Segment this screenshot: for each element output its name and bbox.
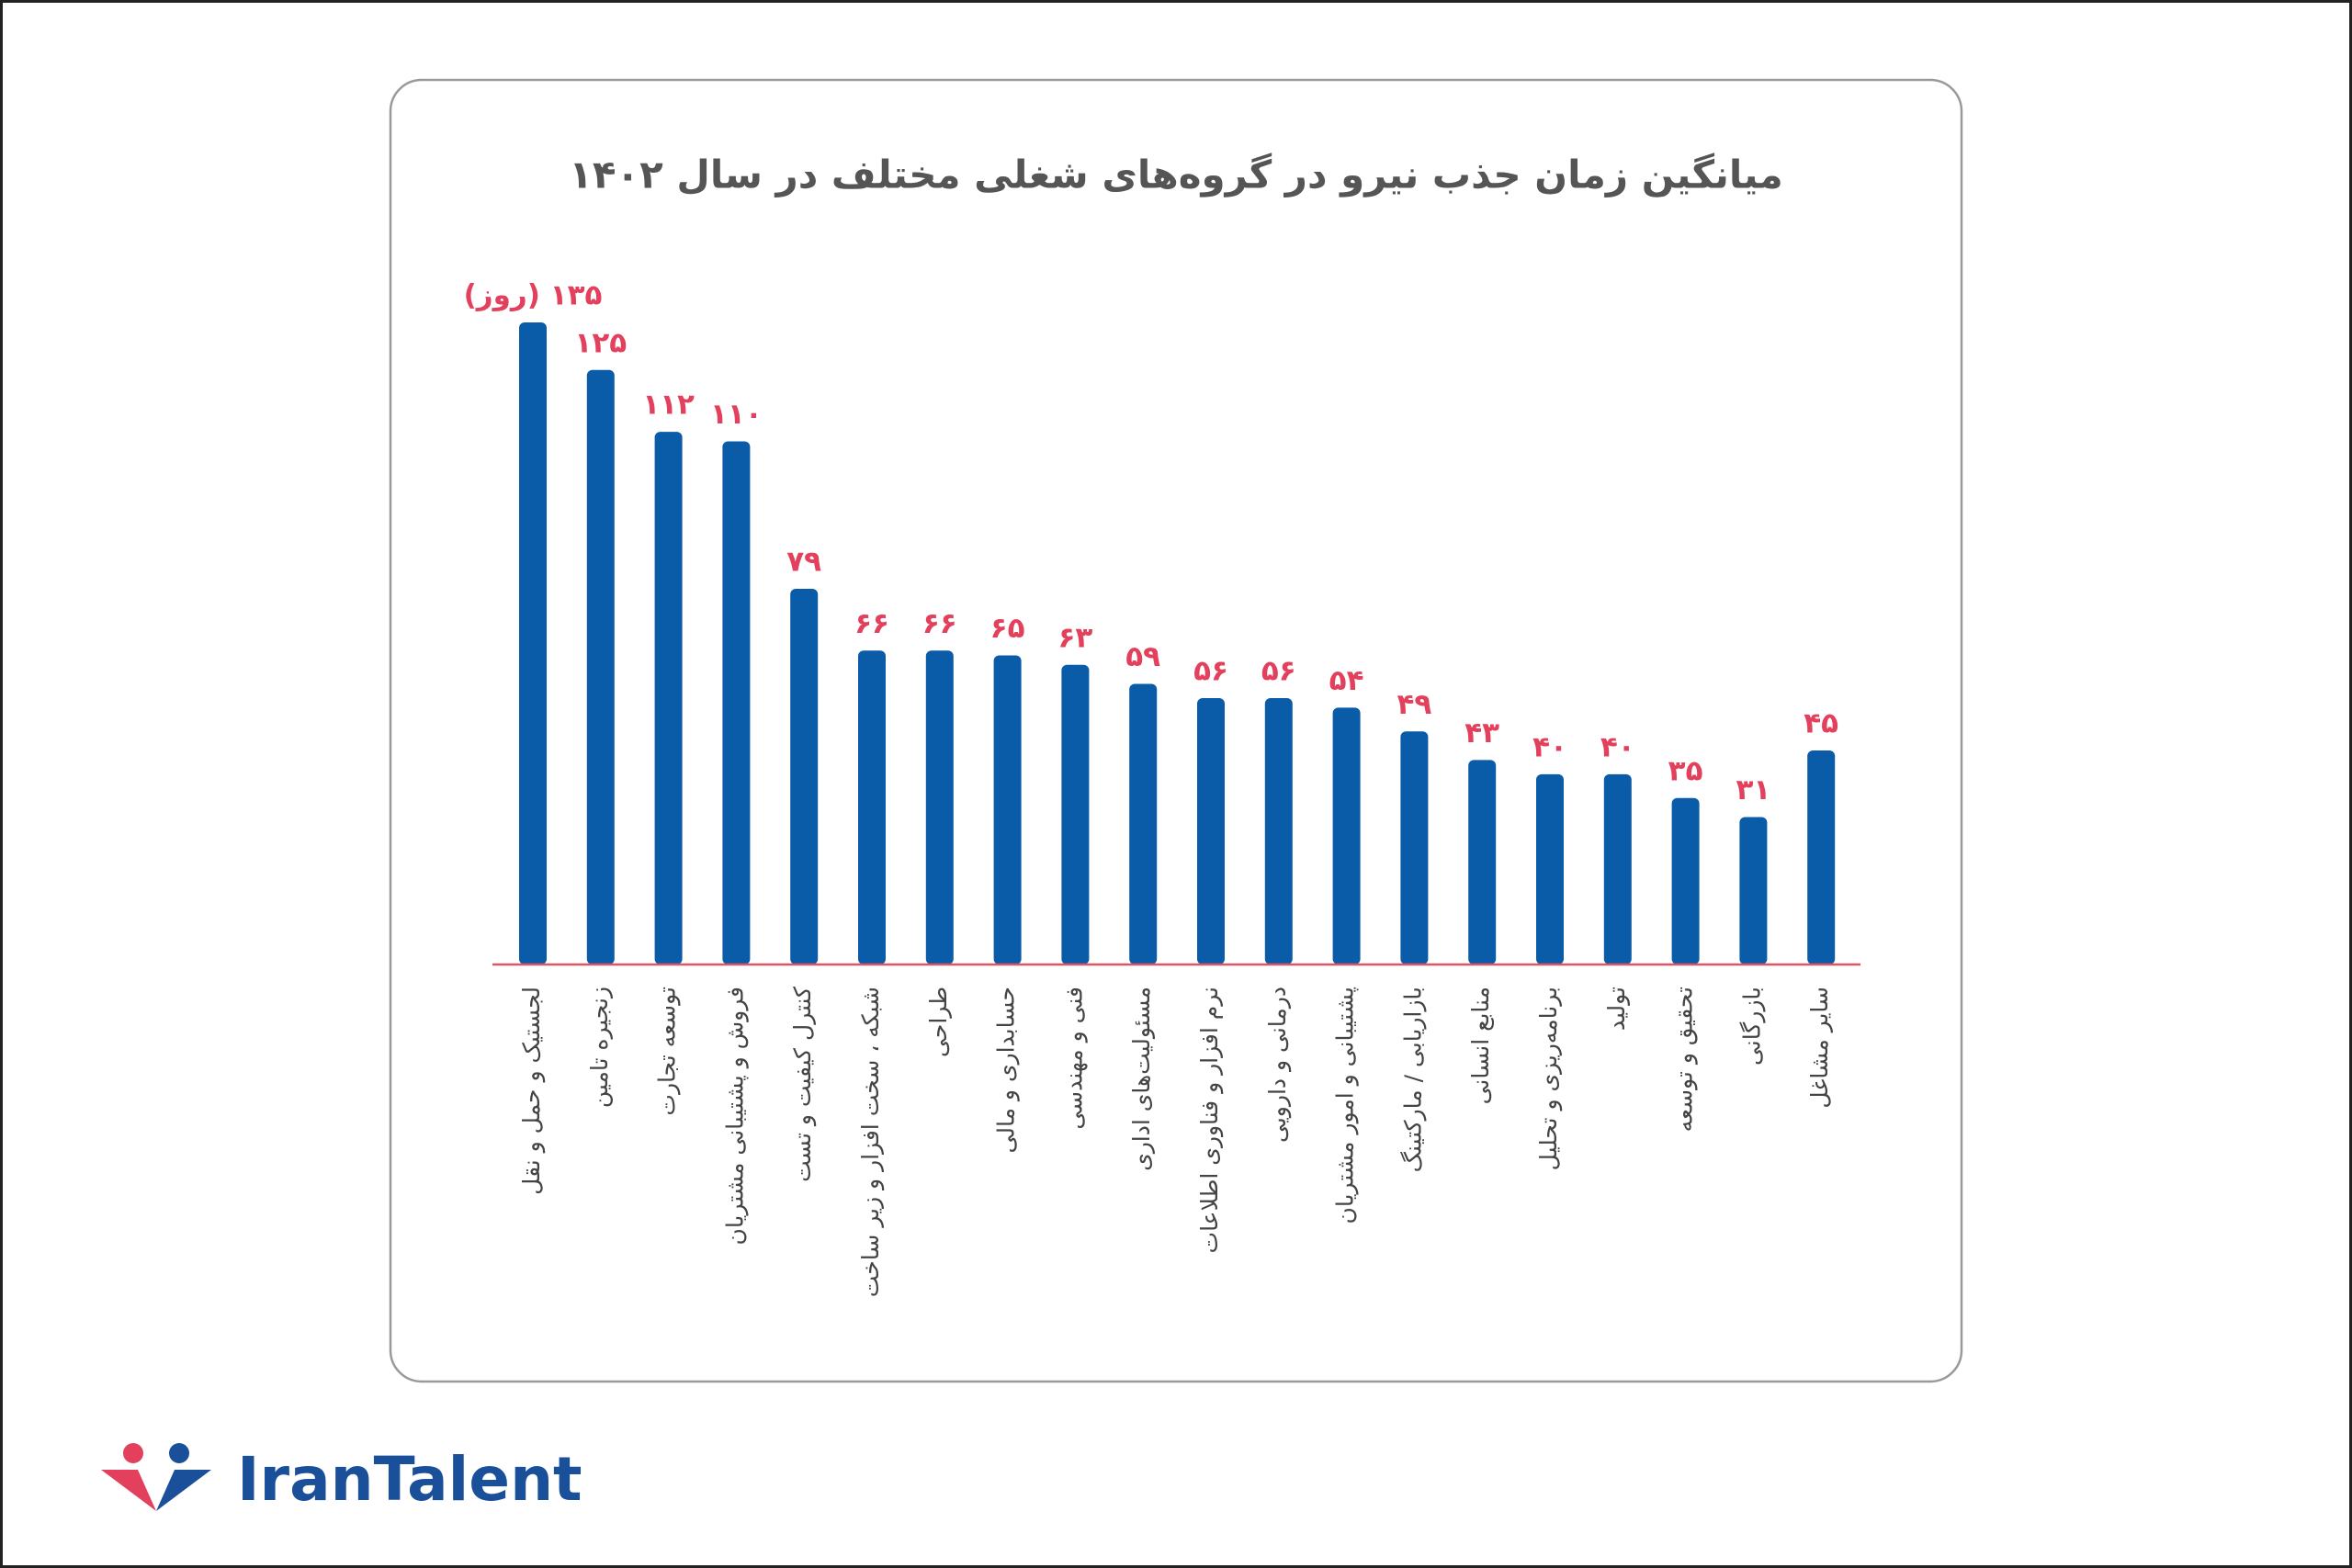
logo-dot-red [123, 1443, 143, 1463]
bar [1129, 683, 1158, 964]
x-tick-label: منابع انسانی [1467, 987, 1495, 1104]
value-label: ۱۲۵ [574, 326, 627, 359]
bar [586, 369, 615, 964]
bar [858, 650, 886, 964]
x-tick-label: نرم افزار و فناوری اطلاعات [1196, 987, 1224, 1253]
value-label: ۴۰ [1600, 730, 1635, 763]
value-label: ۵۴ [1329, 664, 1364, 697]
value-label: ۳۵ [1668, 754, 1703, 787]
x-tick-label: زنجیره تامین [586, 987, 613, 1108]
bar [1468, 760, 1497, 964]
x-tick-label: سایر مشاغل [1806, 987, 1833, 1109]
x-tick-label: مسئولیت‌های اداری [1128, 987, 1155, 1171]
x-tick-label: طراحی [925, 987, 952, 1057]
x-tick-label: کنترل کیفیت و تست [789, 987, 817, 1182]
value-label: ۵۶ [1261, 655, 1296, 688]
bar [654, 432, 683, 965]
bar [1264, 698, 1293, 964]
bar [1603, 773, 1632, 964]
value-label: ۷۹ [786, 545, 821, 578]
x-tick-label: فروش و پشتیبانی مشتریان [721, 987, 749, 1246]
x-tick-label: شبکه ، سخت افزار و زیر ساخت [857, 987, 885, 1297]
bar [722, 441, 751, 964]
value-label: ۶۶ [922, 607, 957, 640]
chart-title: میانگین زمان جذب نیرو در گروه‌های شغلی م… [569, 152, 1783, 198]
bar [1197, 698, 1225, 964]
bar [993, 655, 1022, 964]
logo-icon [101, 1443, 211, 1511]
x-tick-label: فنی و مهندسی [1060, 987, 1088, 1130]
bar [519, 322, 547, 964]
value-label: ۵۹ [1125, 640, 1160, 673]
x-tick-label: بازرگانی [1738, 987, 1765, 1066]
value-label: ۴۳ [1464, 716, 1499, 750]
logo-text: IranTalent [237, 1444, 582, 1515]
x-tick-label: پشتیبانی و امور مشتریان [1332, 987, 1360, 1224]
logo-shape-red [101, 1470, 156, 1511]
bar [1061, 664, 1090, 964]
bar [790, 588, 819, 964]
x-tick-label: تولید [1603, 987, 1630, 1031]
bar [1536, 773, 1564, 964]
bar [1739, 817, 1768, 964]
x-tick-label: درمانی و دارویی [1264, 987, 1292, 1143]
x-tick-label: تحقیق و توسعه [1671, 987, 1699, 1132]
value-label: ۱۳۵ (روز) [464, 279, 603, 312]
bar [1400, 731, 1429, 964]
bar [1807, 750, 1836, 964]
chart-card [389, 78, 1963, 1383]
x-tick-label: حسابداری و مالی [993, 987, 1021, 1153]
bar [1671, 797, 1700, 964]
value-label: ۶۳ [1057, 621, 1092, 654]
value-label: ۴۰ [1532, 730, 1567, 763]
value-label: ۴۹ [1396, 688, 1431, 721]
value-label: ۱۱۲ [642, 389, 695, 422]
value-label: ۱۱۰ [710, 398, 763, 431]
x-tick-label: لجستیک و حمل و نقل [518, 987, 546, 1195]
value-label: ۶۶ [854, 607, 889, 640]
bar [1332, 707, 1361, 964]
value-label: ۵۶ [1193, 655, 1228, 688]
bar [925, 650, 954, 964]
value-label: ۶۵ [990, 612, 1025, 645]
value-label: ۴۵ [1804, 707, 1838, 740]
x-tick-label: توسعه تجارت [654, 987, 681, 1116]
x-tick-label: برنامه‌ریزی و تحلیل [1535, 987, 1563, 1170]
logo-shape-blue [156, 1470, 211, 1511]
logo-dot-blue [169, 1443, 189, 1463]
x-tick-label: بازاریابی / مارکتینگ [1399, 987, 1426, 1172]
value-label: ۳۱ [1736, 773, 1770, 807]
